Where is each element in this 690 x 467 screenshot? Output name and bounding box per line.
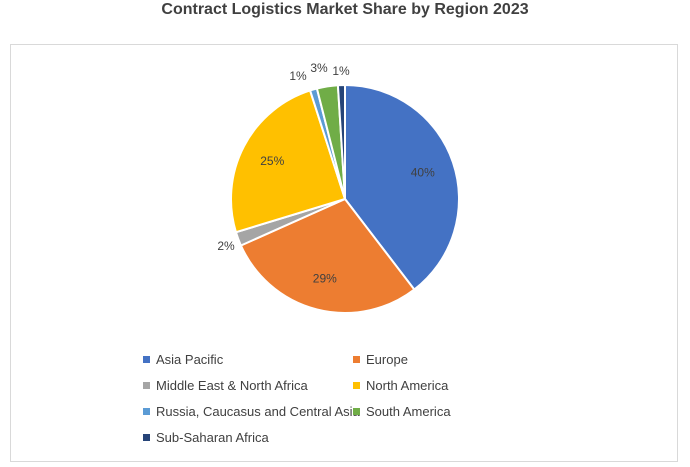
legend-swatch [143,382,150,389]
data-label-middle-east-north-africa: 2% [217,239,235,253]
data-label-russia-caucasus-and-central-asia: 1% [289,69,307,83]
legend-swatch [143,434,150,441]
data-label-north-america: 25% [260,154,284,168]
legend-swatch [353,356,360,363]
legend-item: North America [353,378,448,393]
pie-slice-asia-pacific [344,83,460,291]
legend-swatch [353,382,360,389]
legend-label: Europe [366,352,408,367]
legend-item: Middle East & North Africa [143,378,308,393]
data-label-sub-saharan-africa: 1% [332,64,350,78]
legend-label: Middle East & North Africa [156,378,308,393]
chart-frame [10,44,678,462]
legend-label: South America [366,404,451,419]
legend-label: Asia Pacific [156,352,224,367]
legend-item: South America [353,404,451,419]
legend-item: Russia, Caucasus and Central Asia [143,404,360,419]
legend-label: North America [366,378,449,393]
legend-item: Europe [353,352,408,367]
chart-title: Contract Logistics Market Share by Regio… [161,1,529,18]
legend-item: Asia Pacific [143,352,223,367]
legend-label: Russia, Caucasus and Central Asia [156,404,360,419]
data-label-south-america: 3% [310,61,328,75]
data-label-europe: 29% [313,272,337,286]
legend-swatch [143,408,150,415]
legend-swatch [143,356,150,363]
legend-label: Sub-Saharan Africa [156,430,269,445]
pie-slice-north-america [230,89,347,234]
legend-item: Sub-Saharan Africa [143,430,269,445]
pie-slice-sub-saharan-africa [336,83,346,200]
pie-slice-europe [239,197,416,314]
data-label-asia-pacific: 40% [411,166,435,180]
legend-swatch [353,408,360,415]
